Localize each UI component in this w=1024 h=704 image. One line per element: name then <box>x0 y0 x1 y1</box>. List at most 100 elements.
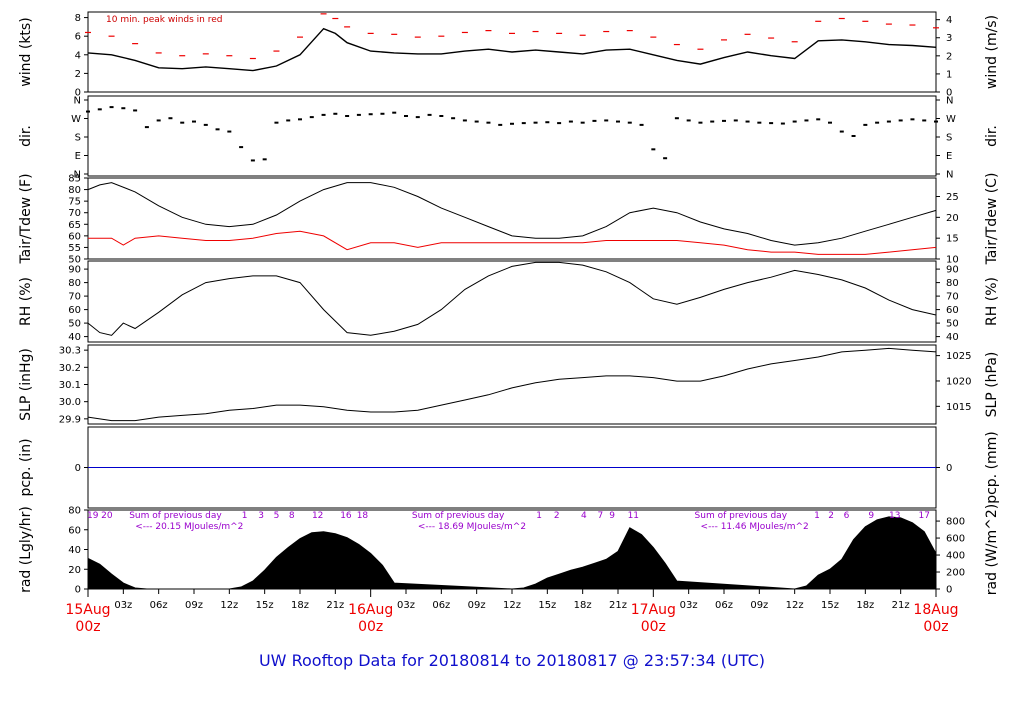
slp-left-tick-label: 30.0 <box>59 397 81 408</box>
dir-point <box>404 115 408 117</box>
rad-right-tick-label: 200 <box>946 568 965 579</box>
dir-point <box>839 130 844 133</box>
wind-right-tick-label: 0 <box>946 88 952 99</box>
dir-point <box>651 148 656 151</box>
rad-hour-label: 6 <box>844 511 850 521</box>
pcp-right-tick-label: 0 <box>946 463 952 474</box>
dir-point <box>568 120 573 123</box>
rad-left-tick-label: 80 <box>68 506 81 517</box>
dir-point <box>686 119 691 122</box>
dir-right-tick-label: E <box>946 151 952 162</box>
panel-wind: 0 2 4 6 8 0 1 2 3 4 wind (kts) wind (m/s) 10 min. pe… <box>18 11 1000 99</box>
panel-pcp: 0 0 pcp. (in) pcp. (mm) <box>18 426 1000 509</box>
dir-point <box>133 109 138 112</box>
hour-tick-label: 06z <box>715 600 733 611</box>
rad-radiation-area <box>87 516 937 590</box>
dir-point <box>168 117 173 120</box>
temp-left-tick-label: 85 <box>68 174 81 185</box>
dir-point <box>392 111 397 114</box>
hour-tick-label: 21z <box>326 600 344 611</box>
rad-ylabel-right: rad (W/m^2) <box>984 504 1000 595</box>
rh-left-tick-label: 40 <box>68 332 81 343</box>
dir-point <box>922 119 927 122</box>
rh-right-tick-label: 70 <box>946 292 959 303</box>
panel-slp: 29.9 30.0 30.1 30.2 30.3 1015 1020 1025 SLP (inH… <box>18 344 1000 425</box>
temp-air-line <box>87 182 937 246</box>
slp-ylabel-left: SLP (inHg) <box>18 348 34 421</box>
dir-point <box>804 119 809 122</box>
dir-point <box>345 115 350 117</box>
dir-point <box>521 122 526 125</box>
rad-hour-label: 16 <box>340 511 352 521</box>
dir-point <box>309 116 314 119</box>
pcp-ylabel-right: pcp. (mm) <box>984 431 1000 504</box>
hour-tick-label: 09z <box>750 600 768 611</box>
dir-point <box>368 113 373 116</box>
rad-hour-label: 1 <box>814 511 820 521</box>
rad-summary-value: <--- 11.46 MJoules/m^2 <box>701 522 809 532</box>
rad-hour-label: 4 <box>581 511 587 521</box>
rad-ylabel-left: rad (Lgly/hr) <box>18 506 34 593</box>
slp-right-tick-label: 1025 <box>946 351 971 362</box>
dir-point <box>474 120 479 123</box>
temp-frame <box>87 177 937 260</box>
dir-point <box>557 122 562 125</box>
day-tick-label: 17Aug <box>631 602 676 618</box>
dir-ylabel-right: dir. <box>984 125 1000 147</box>
hour-tick-label: 03z <box>114 600 132 611</box>
dir-right-tick-label: N <box>946 170 953 181</box>
rad-left-tick-label: 60 <box>68 525 81 536</box>
rad-hour-label: 18 <box>357 511 369 521</box>
rh-right-tick-label: 60 <box>946 305 959 316</box>
temp-left-tick-label: 60 <box>68 231 81 242</box>
rad-right-tick-label: 0 <box>946 585 952 596</box>
wind-right-tick-label: 2 <box>946 51 952 62</box>
dir-point <box>298 118 302 121</box>
hour-tick-label: 15z <box>256 600 274 611</box>
rh-frame <box>87 260 937 343</box>
slp-left-tick-label: 29.9 <box>59 414 81 425</box>
day-tick-sub: 00z <box>75 619 100 635</box>
hour-tick-label: 15z <box>538 600 556 611</box>
hour-tick-label: 18z <box>856 600 874 611</box>
dir-point <box>674 117 679 120</box>
rad-hour-label: 1 <box>242 511 248 521</box>
dir-point <box>910 118 915 121</box>
temp-right-tick-label: 15 <box>946 234 959 245</box>
day-tick-sub: 00z <box>923 619 948 635</box>
wind-frame <box>87 11 937 93</box>
rh-left-tick-label: 50 <box>68 319 81 330</box>
rh-left-tick-label: 90 <box>68 265 81 276</box>
rad-right-tick-label: 400 <box>946 551 965 562</box>
wind-ylabel-left: wind (kts) <box>18 17 34 86</box>
hour-tick-label: 09z <box>468 600 486 611</box>
slp-slp-line <box>87 347 937 422</box>
temp-left-tick-label: 80 <box>68 185 81 196</box>
rad-hour-label: 13 <box>889 511 900 521</box>
hour-tick-label: 18z <box>574 600 592 611</box>
temp-left-tick-label: 70 <box>68 208 81 219</box>
dir-point <box>722 119 726 122</box>
rad-hour-label: 12 <box>312 511 323 521</box>
wind-left-tick-label: 8 <box>75 13 81 24</box>
dir-left-tick-label: S <box>75 133 81 144</box>
dir-point <box>274 121 279 124</box>
hour-tick-label: 03z <box>397 600 415 611</box>
rad-hour-label: 9 <box>868 511 874 521</box>
slp-left-tick-label: 30.1 <box>59 380 81 391</box>
dir-point <box>180 121 185 124</box>
dir-point <box>769 122 774 125</box>
dir-point <box>663 157 668 160</box>
hour-tick-label: 12z <box>786 600 804 611</box>
dir-point <box>875 121 880 124</box>
hour-tick-label: 12z <box>220 600 238 611</box>
footer-title: UW Rooftop Data for 20180814 to 20180817… <box>259 651 765 670</box>
rad-hour-label: 2 <box>554 511 560 521</box>
rad-summary-value: <--- 20.15 MJoules/m^2 <box>135 522 243 532</box>
temp-left-tick-label: 55 <box>68 243 81 254</box>
dir-left-tick-label: N <box>74 96 81 107</box>
wind-right-tick-label: 3 <box>946 33 952 44</box>
temp-ylabel-right: Tair/Tdew (C) <box>984 173 1000 266</box>
rh-left-tick-label: 60 <box>68 305 81 316</box>
